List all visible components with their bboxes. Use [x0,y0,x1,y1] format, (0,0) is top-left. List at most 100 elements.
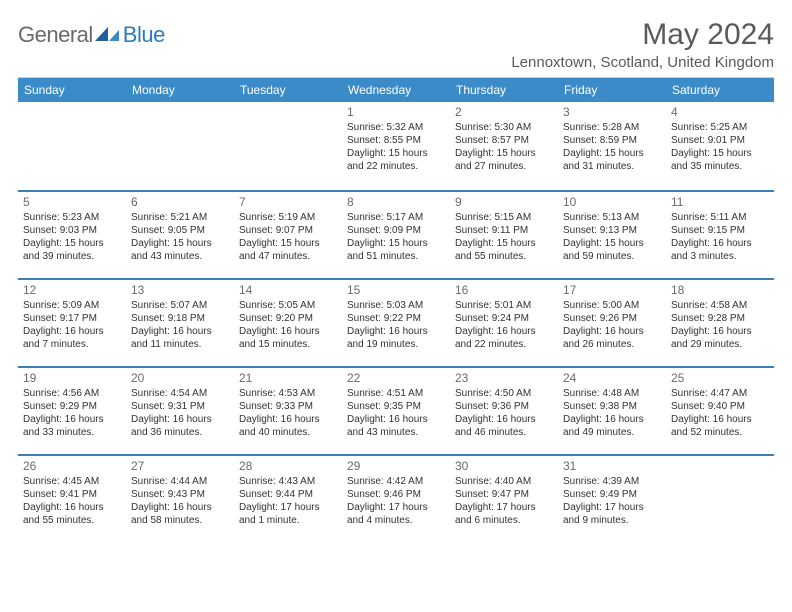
sunrise-text: Sunrise: 5:09 AM [23,299,121,312]
sunrise-text: Sunrise: 5:32 AM [347,121,445,134]
daylight-text: Daylight: 15 hours and 22 minutes. [347,147,445,173]
day-info: Sunrise: 4:54 AMSunset: 9:31 PMDaylight:… [131,387,229,439]
sunset-text: Sunset: 9:18 PM [131,312,229,325]
day-info: Sunrise: 5:25 AMSunset: 9:01 PMDaylight:… [671,121,769,173]
day-number: 1 [347,105,445,119]
day-number: 5 [23,195,121,209]
day-info: Sunrise: 4:48 AMSunset: 9:38 PMDaylight:… [563,387,661,439]
day-info: Sunrise: 4:40 AMSunset: 9:47 PMDaylight:… [455,475,553,527]
sunset-text: Sunset: 9:01 PM [671,134,769,147]
day-cell: 22 Sunrise: 4:51 AMSunset: 9:35 PMDayligh… [342,366,450,454]
day-number: 4 [671,105,769,119]
day-cell: 5 Sunrise: 5:23 AMSunset: 9:03 PMDaylight… [18,190,126,278]
sunrise-text: Sunrise: 4:43 AM [239,475,337,488]
day-cell: 14Sunrise: 5:05 AMSunset: 9:20 PMDayligh… [234,278,342,366]
day-number: 24 [563,371,661,385]
day-number: 27 [131,459,229,473]
sunrise-text: Sunrise: 4:47 AM [671,387,769,400]
day-cell: 9Sunrise: 5:15 AMSunset: 9:11 PMDaylight… [450,190,558,278]
day-info: Sunrise: 5:28 AMSunset: 8:59 PMDaylight:… [563,121,661,173]
daylight-text: Daylight: 16 hours and 7 minutes. [23,325,121,351]
day-info: Sunrise: 4:53 AMSunset: 9:33 PMDaylight:… [239,387,337,439]
day-info: Sunrise: 5:19 AMSunset: 9:07 PMDaylight:… [239,211,337,263]
day-number: 17 [563,283,661,297]
day-cell: 6Sunrise: 5:21 AMSunset: 9:05 PMDaylight… [126,190,234,278]
daylight-text: Daylight: 17 hours and 1 minute. [239,501,337,527]
sunset-text: Sunset: 9:24 PM [455,312,553,325]
sunrise-text: Sunrise: 5:21 AM [131,211,229,224]
daylight-text: Daylight: 15 hours and 59 minutes. [563,237,661,263]
day-number: 30 [455,459,553,473]
daylight-text: Daylight: 15 hours and 47 minutes. [239,237,337,263]
sunset-text: Sunset: 9:13 PM [563,224,661,237]
sunrise-text: Sunrise: 5:30 AM [455,121,553,134]
logo: General Blue [18,18,165,48]
sunset-text: Sunset: 9:35 PM [347,400,445,413]
sunset-text: Sunset: 9:33 PM [239,400,337,413]
day-number: 23 [455,371,553,385]
sunrise-text: Sunrise: 5:13 AM [563,211,661,224]
day-info: Sunrise: 4:43 AMSunset: 9:44 PMDaylight:… [239,475,337,527]
day-info: Sunrise: 5:01 AMSunset: 9:24 PMDaylight:… [455,299,553,351]
sunrise-text: Sunrise: 4:39 AM [563,475,661,488]
dow-header: Wednesday [342,78,450,102]
sunrise-text: Sunrise: 5:28 AM [563,121,661,134]
day-cell: 3 Sunrise: 5:28 AMSunset: 8:59 PMDaylight… [558,102,666,190]
sunrise-text: Sunrise: 5:23 AM [23,211,121,224]
day-number: 25 [671,371,769,385]
day-number: 2 [455,105,553,119]
day-number: 26 [23,459,121,473]
day-number: 12 [23,283,121,297]
sunrise-text: Sunrise: 4:54 AM [131,387,229,400]
dow-header: Tuesday [234,78,342,102]
day-info: Sunrise: 4:44 AMSunset: 9:43 PMDaylight:… [131,475,229,527]
daylight-text: Daylight: 15 hours and 39 minutes. [23,237,121,263]
day-info: Sunrise: 5:32 AMSunset: 8:55 PMDaylight:… [347,121,445,173]
day-info: Sunrise: 5:03 AMSunset: 9:22 PMDaylight:… [347,299,445,351]
day-info: Sunrise: 4:47 AMSunset: 9:40 PMDaylight:… [671,387,769,439]
daylight-text: Daylight: 17 hours and 6 minutes. [455,501,553,527]
day-info: Sunrise: 4:42 AMSunset: 9:46 PMDaylight:… [347,475,445,527]
sunrise-text: Sunrise: 4:45 AM [23,475,121,488]
sunset-text: Sunset: 9:11 PM [455,224,553,237]
day-number: 18 [671,283,769,297]
day-info: Sunrise: 4:45 AMSunset: 9:41 PMDaylight:… [23,475,121,527]
daylight-text: Daylight: 16 hours and 22 minutes. [455,325,553,351]
sunset-text: Sunset: 9:46 PM [347,488,445,501]
day-cell: 26 Sunrise: 4:45 AMSunset: 9:41 PMDayligh… [18,454,126,542]
day-number: 22 [347,371,445,385]
daylight-text: Daylight: 16 hours and 40 minutes. [239,413,337,439]
day-cell: 16 Sunrise: 5:01 AMSunset: 9:24 PMDayligh… [450,278,558,366]
day-cell: 29 Sunrise: 4:42 AMSunset: 9:46 PMDayligh… [342,454,450,542]
daylight-text: Daylight: 16 hours and 52 minutes. [671,413,769,439]
logo-word-general: General [18,22,93,48]
sunset-text: Sunset: 9:41 PM [23,488,121,501]
day-cell: 1 Sunrise: 5:32 AMSunset: 8:55 PMDaylight… [342,102,450,190]
sunrise-text: Sunrise: 5:07 AM [131,299,229,312]
day-number: 29 [347,459,445,473]
day-cell: 12 Sunrise: 5:09 AMSunset: 9:17 PMDayligh… [18,278,126,366]
daylight-text: Daylight: 17 hours and 9 minutes. [563,501,661,527]
day-info: Sunrise: 5:07 AMSunset: 9:18 PMDaylight:… [131,299,229,351]
day-number: 3 [563,105,661,119]
daylight-text: Daylight: 16 hours and 11 minutes. [131,325,229,351]
sunset-text: Sunset: 9:28 PM [671,312,769,325]
sunset-text: Sunset: 9:49 PM [563,488,661,501]
logo-word-blue: Blue [123,22,165,48]
sunset-text: Sunset: 9:26 PM [563,312,661,325]
sunrise-text: Sunrise: 4:51 AM [347,387,445,400]
title-block: May 2024 Lennoxtown, Scotland, United Ki… [511,18,774,71]
day-info: Sunrise: 5:09 AMSunset: 9:17 PMDaylight:… [23,299,121,351]
day-info: Sunrise: 5:23 AMSunset: 9:03 PMDaylight:… [23,211,121,263]
day-number: 13 [131,283,229,297]
sunset-text: Sunset: 9:43 PM [131,488,229,501]
header: General Blue May 2024 Lennoxtown, Scotla… [18,18,774,71]
dow-header: Thursday [450,78,558,102]
location: Lennoxtown, Scotland, United Kingdom [511,54,774,71]
day-number: 16 [455,283,553,297]
sunrise-text: Sunrise: 4:40 AM [455,475,553,488]
daylight-text: Daylight: 15 hours and 51 minutes. [347,237,445,263]
sunrise-text: Sunrise: 5:01 AM [455,299,553,312]
day-info: Sunrise: 4:51 AMSunset: 9:35 PMDaylight:… [347,387,445,439]
day-cell: 28Sunrise: 4:43 AMSunset: 9:44 PMDayligh… [234,454,342,542]
